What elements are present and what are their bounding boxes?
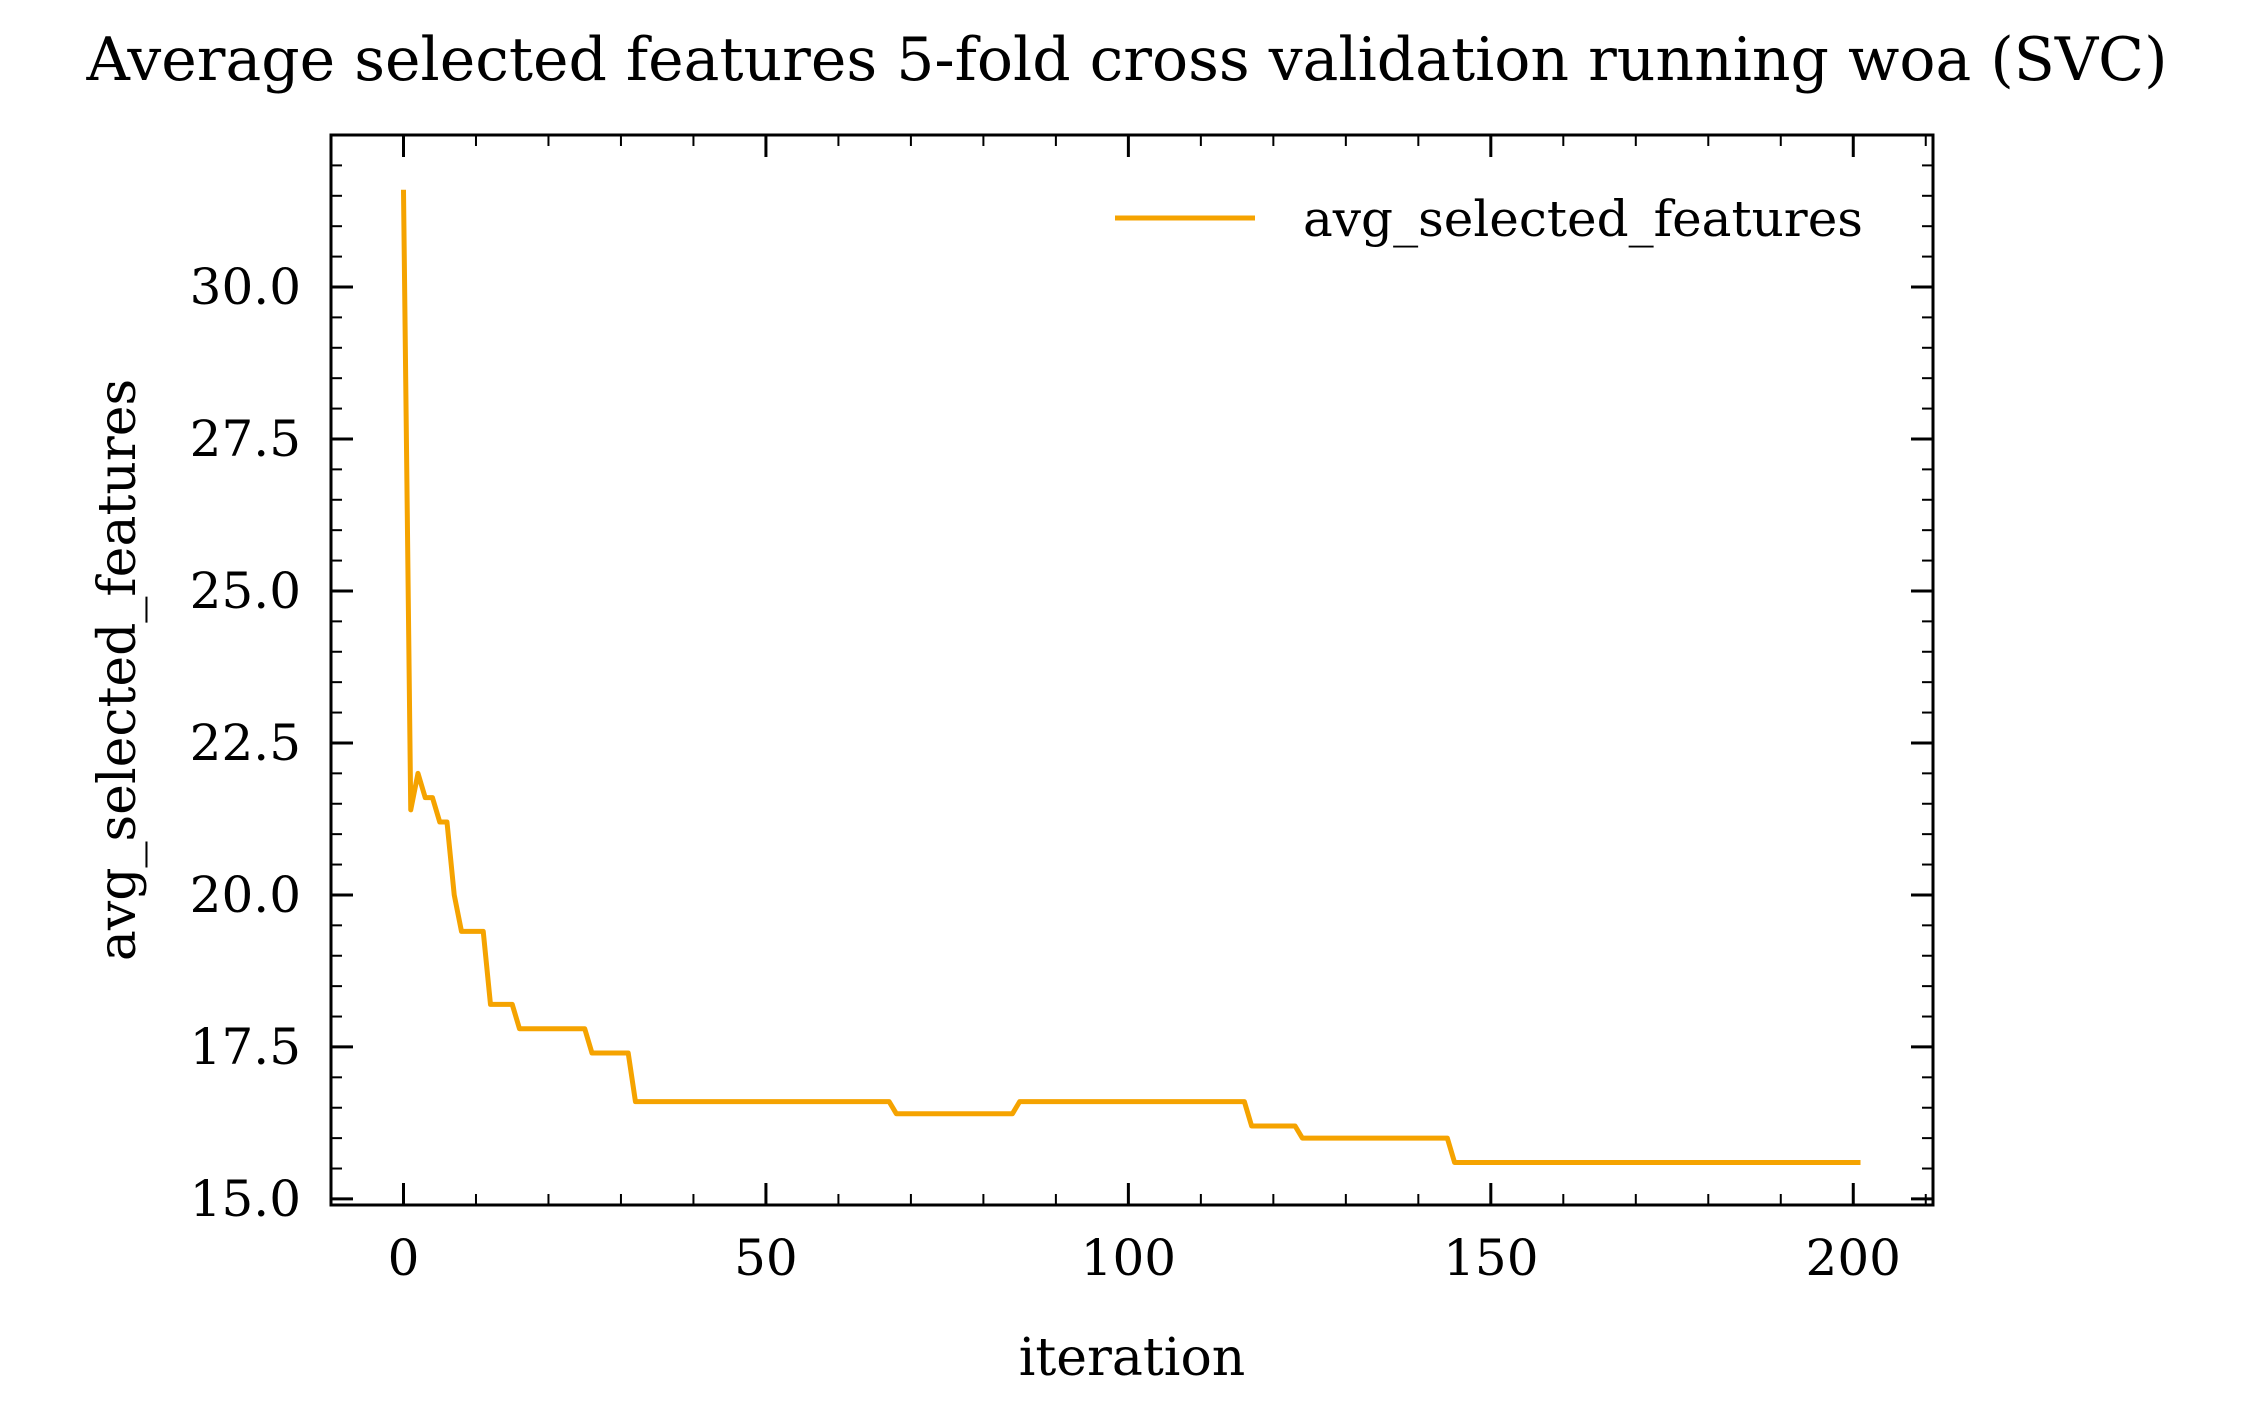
y-tick-label: 27.5 xyxy=(190,410,301,468)
y-tick-label: 15.0 xyxy=(190,1170,301,1228)
y-tick-label: 22.5 xyxy=(190,714,301,772)
x-tick-label: 150 xyxy=(1443,1229,1538,1287)
x-tick-label: 50 xyxy=(734,1229,798,1287)
series-line-avg-selected-features xyxy=(400,189,1861,1165)
chart-title: Average selected features 5-fold cross v… xyxy=(85,25,2167,95)
y-tick-label: 25.0 xyxy=(190,562,301,620)
x-tick-label: 200 xyxy=(1806,1229,1901,1287)
y-tick-label: 20.0 xyxy=(190,866,301,924)
y-tick-label: 17.5 xyxy=(190,1018,301,1076)
legend-label: avg_selected_features xyxy=(1303,190,1863,248)
plot-frame xyxy=(329,133,1935,1207)
x-axis-label: iteration xyxy=(1019,1328,1245,1388)
y-tick-label: 30.0 xyxy=(190,258,301,316)
x-tick-label: 100 xyxy=(1081,1229,1176,1287)
tick-labels: 0 50 100 150 200 15.0 17.5 20.0 22.5 25.0 27.5 30.0 xyxy=(190,258,1901,1287)
axis-ticks xyxy=(330,134,1933,1205)
y-axis-label: avg_selected_features xyxy=(88,379,148,961)
legend: avg_selected_features xyxy=(1115,190,1863,248)
x-tick-label: 0 xyxy=(388,1229,420,1287)
